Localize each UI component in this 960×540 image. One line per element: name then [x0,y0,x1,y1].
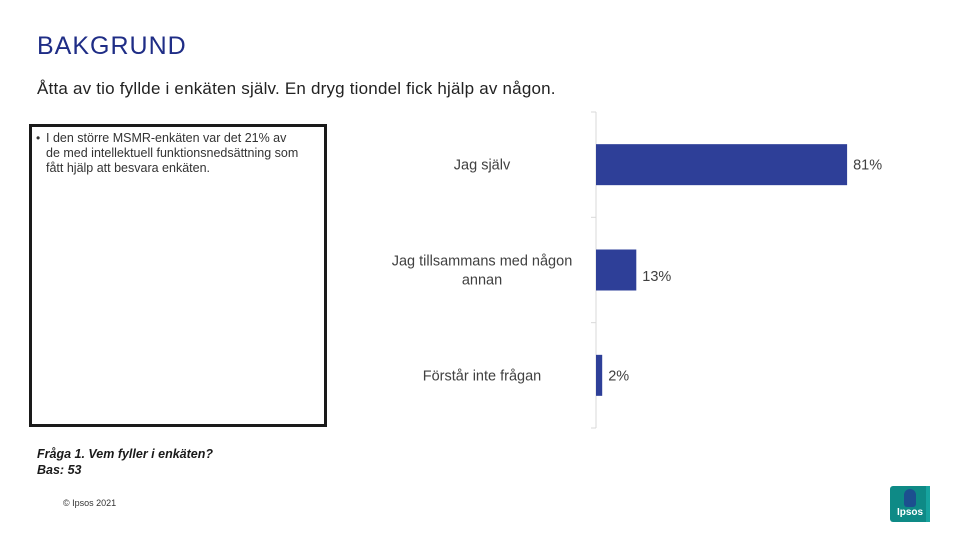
value-label-1: 81% [853,158,882,174]
slide-title: BAKGRUND [37,32,187,60]
question-block: Fråga 1. Vem fyller i enkäten? Bas: 53 [37,446,213,478]
note-box: • I den större MSMR-enkäten var det 21% … [29,124,327,427]
note-text: I den större MSMR-enkäten var det 21% av… [46,131,299,175]
category-label-1: Jag själv [454,158,511,174]
slide-subtitle: Åtta av tio fyllde i enkäten själv. En d… [37,79,556,98]
bar-1 [596,144,848,186]
base-text: Bas: 53 [37,463,82,477]
question-text: Fråga 1. Vem fyller i enkäten? [37,447,213,461]
note-text-container: • I den större MSMR-enkäten var det 21% … [36,131,301,176]
value-label-2: 13% [642,269,671,285]
value-label-3: 2% [608,368,629,384]
category-label-3: Förstår inte frågan [423,368,541,384]
logo-mark-icon [904,489,916,507]
ipsos-logo: Ipsos [890,486,930,522]
logo-text: Ipsos [896,507,924,518]
logo-stripe [926,486,930,522]
bullet-icon: • [36,131,41,145]
category-label-2: Jag tillsammans med någon annan [392,254,573,289]
bar-2 [596,249,637,291]
copyright-text: © Ipsos 2021 [63,498,117,508]
bar-3 [596,354,603,396]
